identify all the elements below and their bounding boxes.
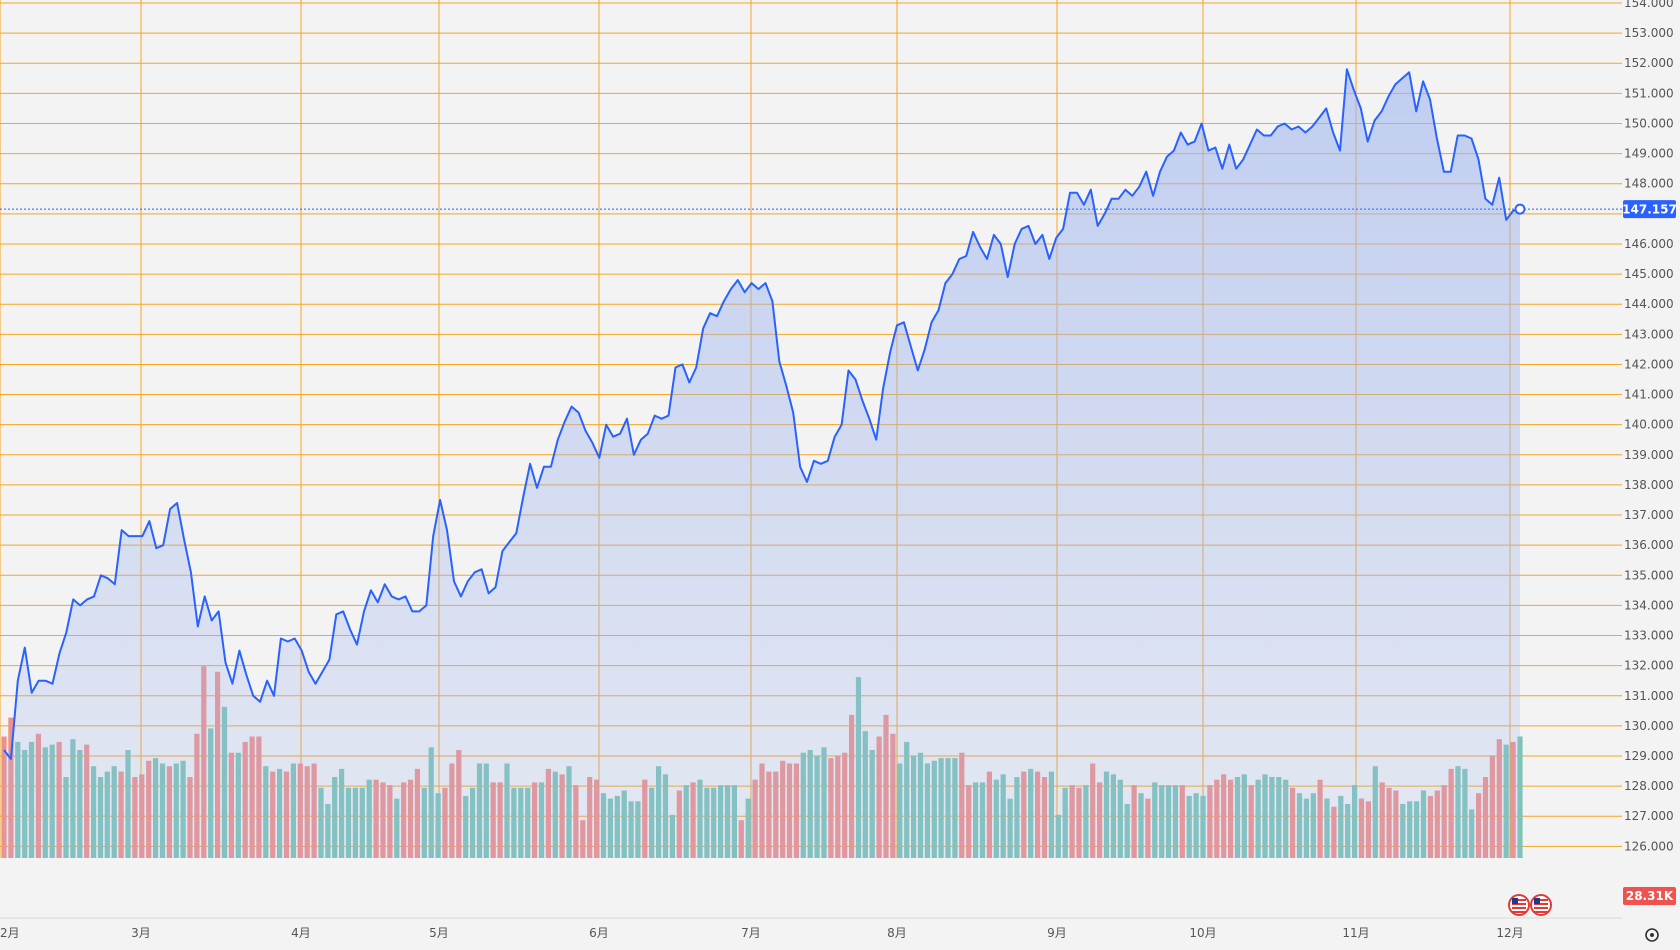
price-tick-label: 130.000 (1624, 719, 1674, 733)
price-tick-label: 140.000 (1624, 418, 1674, 432)
time-tick-label: 9月 (1047, 926, 1067, 940)
current-price-value: 147.157 (1622, 203, 1677, 217)
price-tick-label: 144.000 (1624, 297, 1674, 311)
price-tick-label: 132.000 (1624, 659, 1674, 673)
us-flag-stripe (1534, 899, 1548, 901)
price-tick-label: 145.000 (1624, 267, 1674, 281)
price-tick-label: 126.000 (1624, 839, 1674, 853)
time-tick-label: 4月 (291, 926, 311, 940)
price-tick-label: 127.000 (1624, 809, 1674, 823)
price-tick-label: 154.000 (1624, 0, 1674, 10)
price-tick-label: 141.000 (1624, 388, 1674, 402)
volume-badge-bg (1623, 887, 1676, 905)
time-tick-label: 10月 (1189, 926, 1216, 940)
price-tick-label: 142.000 (1624, 357, 1674, 371)
price-tick-label: 146.000 (1624, 237, 1674, 251)
price-tick-label: 148.000 (1624, 177, 1674, 191)
price-tick-label: 137.000 (1624, 508, 1674, 522)
price-tick-label: 128.000 (1624, 779, 1674, 793)
current-price-badge-bg (1623, 200, 1676, 219)
settings-icon-hub (1650, 933, 1654, 937)
time-tick-label: 7月 (741, 926, 761, 940)
price-tick-label: 131.000 (1624, 689, 1674, 703)
price-tick-label: 138.000 (1624, 478, 1674, 492)
time-axis-background (0, 918, 1622, 946)
price-area-fill (4, 69, 1520, 859)
time-tick-label: 6月 (589, 926, 609, 940)
us-flag-stripe (1512, 907, 1526, 909)
markers (1508, 894, 1659, 942)
time-tick-label: 12月 (1496, 926, 1523, 940)
settings-icon-ring (1645, 928, 1659, 942)
us-flag-icon[interactable] (1530, 894, 1552, 916)
price-axis[interactable]: 154.000 153.000 152.000 151.000 150.000 149.0… (1622, 0, 1680, 946)
us-flag-stripe (1534, 911, 1548, 913)
price-area (0, 68, 1622, 859)
current-price-badge: 147.157 (1622, 200, 1677, 219)
price-axis-background (1622, 0, 1680, 946)
time-axis[interactable]: 2月 3月 4月 5月 6月 7月 8月 9月 10月 11月 12月 (0, 917, 1622, 946)
price-tick-label: 129.000 (1624, 749, 1674, 763)
price-line (3, 68, 1521, 760)
time-tick-label: 11月 (1342, 926, 1369, 940)
price-tick-label: 136.000 (1624, 538, 1674, 552)
time-tick-label: 8月 (887, 926, 907, 940)
time-tick-label: 3月 (131, 926, 151, 940)
price-tick-label: 134.000 (1624, 598, 1674, 612)
price-tick-label: 133.000 (1624, 629, 1674, 643)
us-flag-icon[interactable] (1508, 894, 1530, 916)
price-tick-label: 135.000 (1624, 568, 1674, 582)
price-tick-label: 152.000 (1624, 56, 1674, 70)
us-flag-stripe (1512, 899, 1526, 901)
volume-badge: 28.31K (1623, 887, 1676, 905)
time-tick-label: 2月 (0, 926, 20, 940)
price-tick-label: 151.000 (1624, 86, 1674, 100)
us-flag-stripe (1512, 903, 1526, 905)
price-tick-label: 139.000 (1624, 448, 1674, 462)
price-tick-label: 143.000 (1624, 327, 1674, 341)
price-tick-label: 149.000 (1624, 147, 1674, 161)
us-flag-canton (1512, 898, 1518, 904)
volume-value: 28.31K (1626, 889, 1674, 903)
us-flag-stripe (1534, 907, 1548, 909)
price-tick-label: 153.000 (1624, 26, 1674, 40)
settings-icon[interactable] (1645, 928, 1659, 942)
us-flag-stripe (1512, 911, 1526, 913)
current-price-dot (1514, 203, 1526, 215)
us-flag-canton (1534, 898, 1540, 904)
price-tick-label: 150.000 (1624, 117, 1674, 131)
time-tick-label: 5月 (429, 926, 449, 940)
us-flag-stripe (1534, 903, 1548, 905)
